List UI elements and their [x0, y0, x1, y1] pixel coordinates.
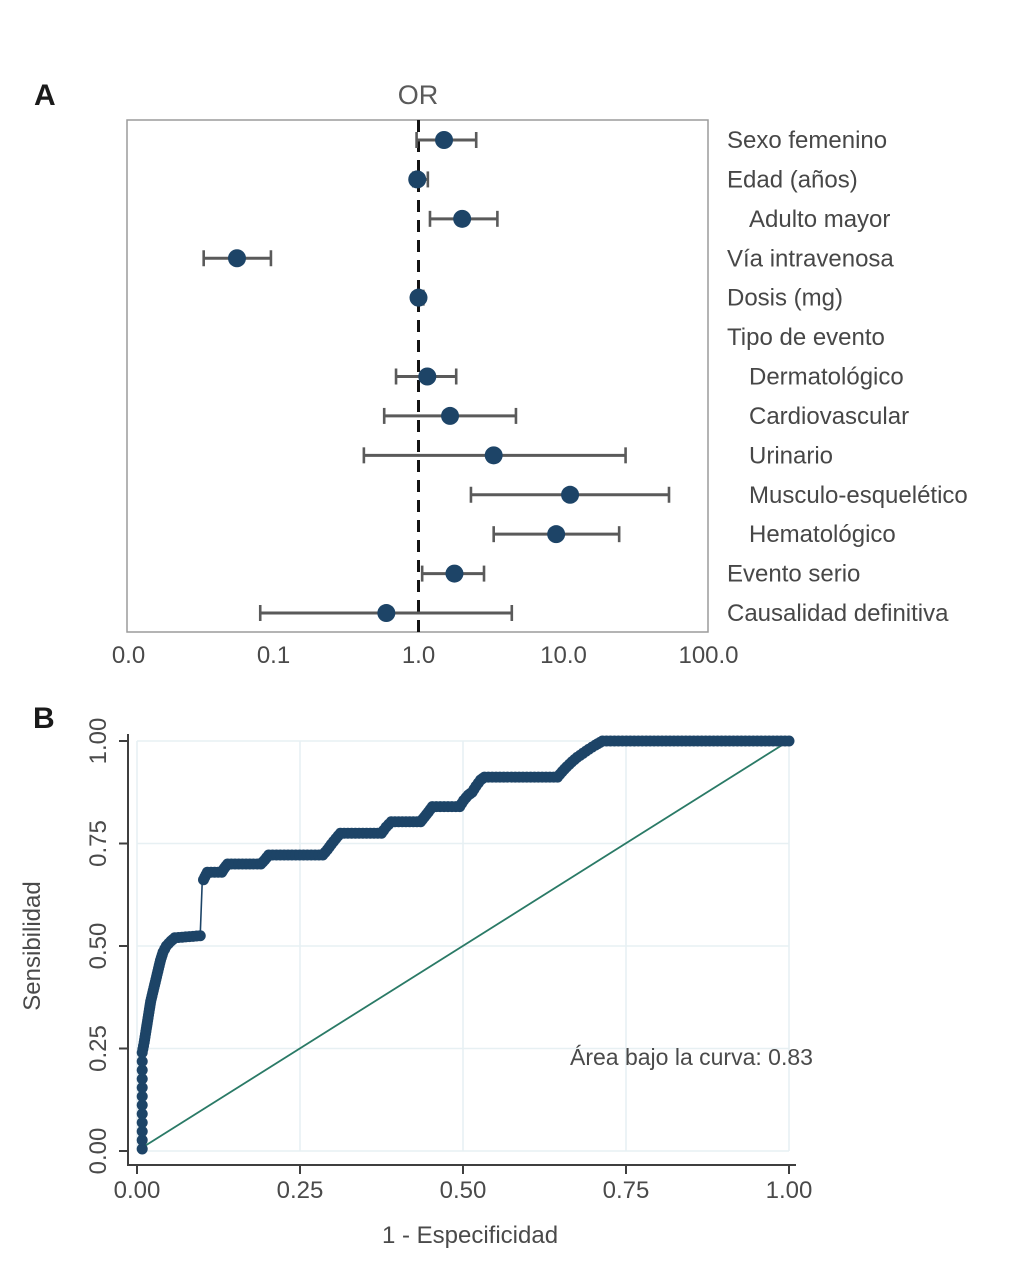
- roc-x-tick-label: 0.25: [277, 1177, 324, 1204]
- roc-point: [136, 1108, 148, 1120]
- roc-y-tick-label: 0.25: [85, 1025, 112, 1072]
- or-point: [418, 367, 437, 386]
- roc-point: [136, 1090, 148, 1102]
- roc-point: [136, 1055, 148, 1067]
- roc-y-tick-label: 0.00: [85, 1128, 112, 1175]
- or-point: [435, 131, 454, 149]
- forest-row-label: Cardiovascular: [749, 403, 909, 430]
- forest-row-label: Hematológico: [749, 521, 896, 548]
- roc-auc-annotation: Área bajo la curva: 0.83: [570, 1044, 813, 1070]
- forest-row-label: Edad (años): [727, 166, 858, 193]
- roc-plot-content: 0.00 0.25 0.50 0.75 1.00 0.00 0.25 0.50 0.75 1.00: [85, 718, 812, 1204]
- roc-x-tick-label: 0.00: [114, 1177, 161, 1204]
- or-point: [408, 170, 427, 189]
- forest-plot-content: 0.0 0.1 1.0 10.0 100.0 Sexo femenino Edad (año…: [112, 120, 968, 669]
- or-point: [453, 209, 472, 228]
- roc-point: [194, 930, 206, 942]
- forest-row-label: Adulto mayor: [749, 206, 890, 233]
- roc-point: [136, 1143, 148, 1155]
- roc-x-axis-title: 1 - Especificidad: [382, 1222, 558, 1249]
- forest-row-label: Urinario: [749, 442, 833, 469]
- forest-title: OR: [398, 80, 439, 110]
- forest-x-tick-label: 0.1: [257, 642, 290, 669]
- or-point: [409, 288, 428, 307]
- forest-plot-panel: A OR 0.0 0.1 1.0 10.0 100.0 Sexo femenino Edad…: [34, 79, 968, 669]
- forest-x-tick-label: 1.0: [402, 642, 435, 669]
- roc-point: [136, 1073, 148, 1085]
- forest-row-label: Causalidad definitiva: [727, 600, 949, 627]
- panel-a-label: A: [34, 79, 56, 112]
- forest-x-tick-label: 0.0: [112, 642, 145, 669]
- or-point: [561, 485, 580, 504]
- or-point: [227, 249, 246, 268]
- or-point: [377, 604, 396, 623]
- forest-x-tick-label: 100.0: [678, 642, 738, 669]
- forest-row-label: Dosis (mg): [727, 285, 843, 312]
- roc-x-tick-label: 1.00: [766, 1177, 813, 1204]
- forest-row-label: Dermatológico: [749, 364, 904, 391]
- or-point: [445, 564, 464, 583]
- or-point: [484, 446, 503, 465]
- forest-row-label: Vía intravenosa: [727, 245, 894, 272]
- forest-row-label: Musculo-esquelético: [749, 482, 968, 509]
- roc-point: [136, 1125, 148, 1137]
- roc-y-tick-label: 0.75: [85, 820, 112, 867]
- forest-row-label: Tipo de evento: [727, 324, 885, 351]
- roc-point: [136, 1099, 148, 1111]
- roc-x-tick-label: 0.75: [603, 1177, 650, 1204]
- roc-x-tick-label: 0.50: [440, 1177, 487, 1204]
- roc-point: [136, 1064, 148, 1076]
- forest-row-label: Evento serio: [727, 561, 860, 588]
- or-point: [547, 525, 566, 544]
- roc-y-tick-label: 1.00: [85, 718, 112, 765]
- roc-y-tick-label: 0.50: [85, 923, 112, 970]
- roc-point: [136, 1134, 148, 1146]
- or-point: [441, 406, 460, 425]
- roc-y-axis-title: Sensibilidad: [19, 881, 46, 1010]
- roc-panel: B 0.00 0.25 0.50 0.75 1.00 0.00 0.25 0.50 0.75 1.…: [19, 702, 813, 1249]
- roc-point: [136, 1117, 148, 1129]
- forest-x-tick-label: 10.0: [540, 642, 587, 669]
- panel-b-label: B: [33, 702, 55, 735]
- diagonal-reference-line: [139, 741, 788, 1150]
- roc-point: [136, 1082, 148, 1094]
- forest-row-label: Sexo femenino: [727, 127, 887, 154]
- roc-point: [783, 735, 795, 747]
